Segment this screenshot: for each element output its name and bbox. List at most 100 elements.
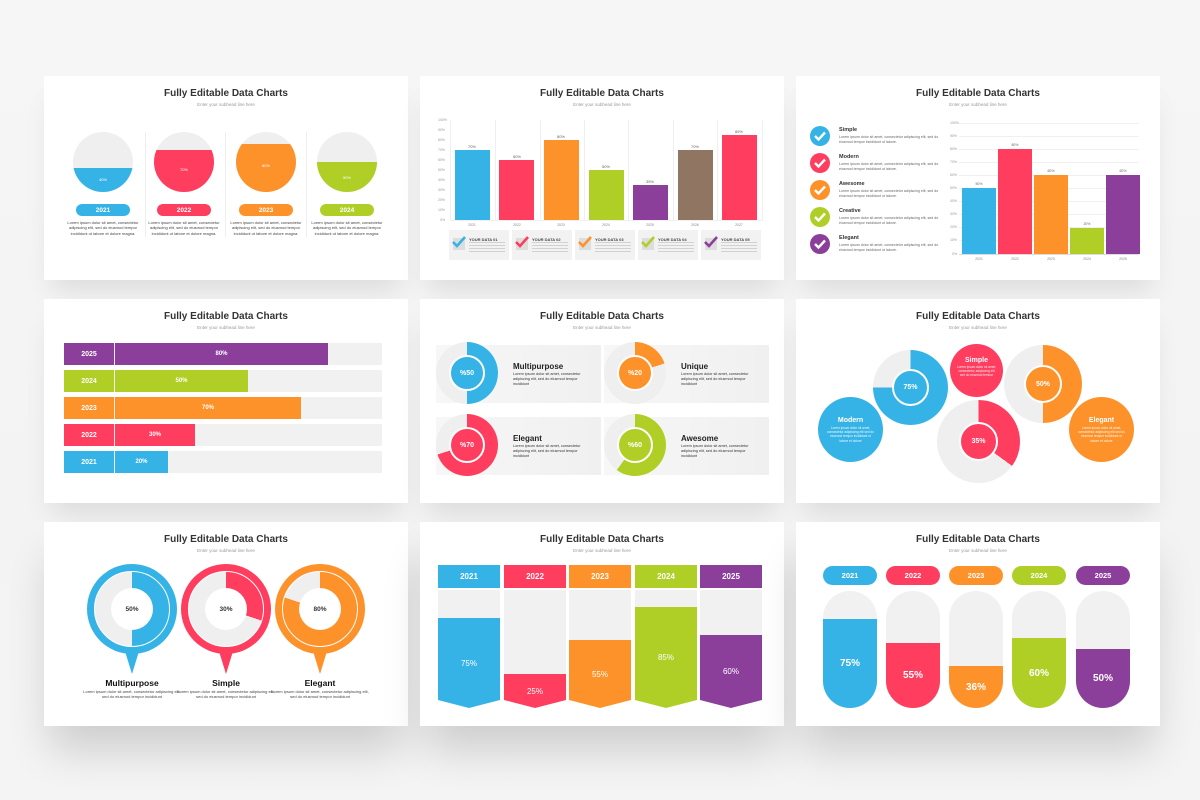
bar-2022[interactable] (499, 160, 534, 220)
slide-1-circle-fill-chart[interactable]: Fully Editable Data Charts Enter your su… (44, 76, 408, 280)
bar-fill: 70% (115, 397, 301, 419)
legend-description (595, 242, 631, 254)
capsule-gauge[interactable]: 36% (949, 591, 1003, 708)
description: Lorem ipsum dolor sit amet, consectetur … (311, 220, 383, 236)
slide-subtitle: Enter your subhead line here (197, 102, 255, 107)
pin-title: Multipurpose (105, 678, 159, 688)
bar-2021[interactable] (962, 188, 996, 254)
grid-line (584, 120, 585, 221)
pin-title: Simple (212, 678, 240, 688)
pin-tail (218, 648, 234, 674)
hbar-row-2022[interactable]: 2022 30% (64, 424, 382, 446)
check-icon (641, 236, 655, 250)
check-icon (810, 126, 830, 146)
y-tick: 0% (440, 218, 446, 222)
item-text: Lorem ipsum dolor sit amet, consectetur … (839, 162, 939, 171)
slide-5-donut-panels[interactable]: Fully Editable Data Charts Enter your su… (420, 299, 784, 503)
slide-title: Fully Editable Data Charts (164, 311, 288, 322)
x-tick: 2021 (975, 257, 983, 261)
pin-circle: 50% (87, 564, 177, 654)
column-track: 60% (700, 590, 762, 700)
slide-subtitle: Enter your subhead line here (949, 325, 1007, 330)
item-text: Lorem ipsum dolor sit amet, consectetur … (839, 135, 939, 144)
panel-title: Elegant (513, 434, 542, 443)
donut-chart: 80% (282, 571, 358, 647)
slide-subtitle: Enter your subhead line here (949, 102, 1007, 107)
bar-value: 20% (1083, 222, 1091, 226)
column-track: 25% (504, 590, 566, 700)
y-tick: 80% (950, 147, 958, 151)
y-tick: 0% (952, 252, 958, 256)
check-icon (810, 153, 830, 173)
slide-subtitle: Enter your subhead line here (573, 325, 631, 330)
slide-title: Fully Editable Data Charts (916, 88, 1040, 99)
checklist-item: Elegant Lorem ipsum dolor sit amet, cons… (810, 234, 940, 256)
bar-value: 60% (1047, 169, 1055, 173)
bar-2026[interactable] (678, 150, 713, 220)
check-icon (515, 236, 529, 250)
year-label: 2025 (64, 343, 114, 365)
donut-chart: 35% (937, 400, 1020, 483)
bar-2024[interactable] (1070, 228, 1104, 254)
capsule-gauge[interactable]: 50% (1076, 591, 1130, 708)
pin-text: Lorem ipsum dolor sit amet, consectetur … (83, 689, 181, 700)
donut-value: 35% (959, 422, 998, 461)
capsule-gauge[interactable]: 55% (886, 591, 940, 708)
hbar-row-2025[interactable]: 2025 80% (64, 343, 382, 365)
column-fill: 60% (700, 635, 762, 708)
y-tick: 20% (438, 198, 446, 202)
bar-2025[interactable] (1106, 175, 1140, 254)
hbar-row-2023[interactable]: 2023 70% (64, 397, 382, 419)
legend-title: YOUR DATA 03 (595, 237, 624, 242)
slide-subtitle: Enter your subhead line here (949, 548, 1007, 553)
capsule-gauge[interactable]: 60% (1012, 591, 1066, 708)
percent-label: 50% (342, 175, 351, 180)
bar-value: 85% (734, 129, 743, 134)
slide-9-capsule-chart[interactable]: Fully Editable Data Charts Enter your su… (796, 522, 1160, 726)
circle-fill-item: 40% 2021 Lorem ipsum dolor sit amet, con… (63, 132, 143, 242)
column-track: 55% (569, 590, 631, 700)
slide-7-pin-donuts[interactable]: Fully Editable Data Charts Enter your su… (44, 522, 408, 726)
slide-4-horizontal-bar-chart[interactable]: Fully Editable Data Charts Enter your su… (44, 299, 408, 503)
circle-gauge: 70% (154, 132, 214, 192)
legend-description (532, 242, 568, 254)
bar-2022[interactable] (998, 149, 1032, 254)
circle-fill-item: 70% 2022 Lorem ipsum dolor sit amet, con… (144, 132, 224, 242)
year-pill: 2021 (823, 566, 877, 585)
x-tick: 2021 (468, 223, 476, 227)
item-text: Lorem ipsum dolor sit amet, consectetur … (839, 189, 939, 198)
slide-2-column-chart[interactable]: Fully Editable Data Charts Enter your su… (420, 76, 784, 280)
slide-3-checklist-bar-chart[interactable]: Fully Editable Data Charts Enter your su… (796, 76, 1160, 280)
bar-2025[interactable] (633, 185, 668, 220)
bubble-title: Simple (965, 357, 988, 364)
x-tick: 2022 (1011, 257, 1019, 261)
item-title: Creative (839, 208, 861, 214)
bar-2024[interactable] (589, 170, 624, 220)
y-tick: 10% (438, 208, 446, 212)
slide-8-ribbon-columns[interactable]: Fully Editable Data Charts Enter your su… (420, 522, 784, 726)
slide-title: Fully Editable Data Charts (916, 534, 1040, 545)
x-tick: 2022 (513, 223, 521, 227)
map-pin-donut: 80% (275, 564, 365, 684)
bubble-text: Lorem ipsum dolor sit amet, consectetur … (956, 365, 997, 376)
hbar-row-2021[interactable]: 2021 20% (64, 451, 382, 473)
bar-2023[interactable] (544, 140, 579, 220)
bubble-simple: Simple Lorem ipsum dolor sit amet, conse… (950, 344, 1003, 397)
donut-value: %50 (449, 355, 485, 391)
year-header: 2021 (438, 565, 500, 588)
legend-card: YOUR DATA 03 (575, 230, 635, 260)
y-tick: 50% (950, 186, 958, 190)
grid-line (540, 120, 541, 221)
bar-2021[interactable] (455, 150, 490, 220)
capsule-gauge[interactable]: 75% (823, 591, 877, 708)
x-tick: 2027 (735, 223, 743, 227)
slide-6-bubble-donuts[interactable]: Fully Editable Data Charts Enter your su… (796, 299, 1160, 503)
map-pin-donut: 30% (181, 564, 271, 684)
hbar-row-2024[interactable]: 2024 50% (64, 370, 382, 392)
column-track: 75% (438, 590, 500, 700)
y-tick: 70% (950, 160, 958, 164)
bar-2023[interactable] (1034, 175, 1068, 254)
bar-2027[interactable] (722, 135, 757, 220)
slide-subtitle: Enter your subhead line here (197, 548, 255, 553)
x-axis (959, 254, 1139, 255)
